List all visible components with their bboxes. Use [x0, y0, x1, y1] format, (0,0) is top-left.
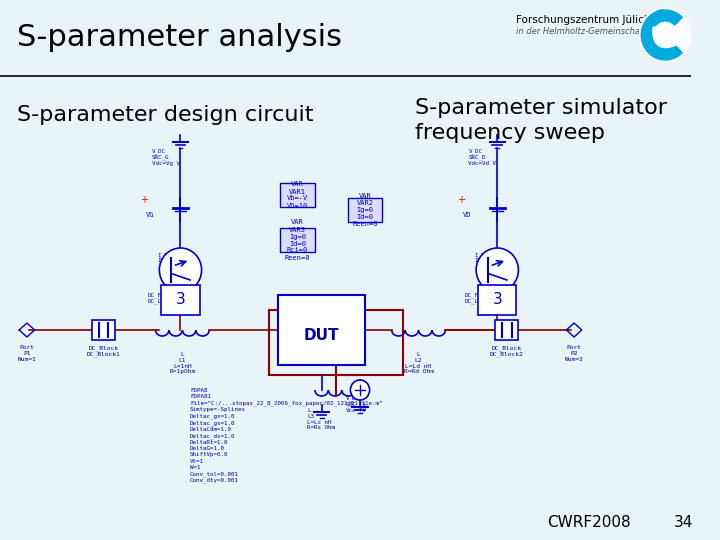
Text: FDPA8
FDPA81
File="C:/...stopas_22_8_2006_fox_papec/02_121_01_11e.m"
Simtype=-Sp: FDPA8 FDPA81 File="C:/...stopas_22_8_200… [190, 388, 382, 483]
Text: DC_Block
DC_Block1: DC_Block DC_Block1 [87, 345, 120, 357]
Text: 3: 3 [176, 293, 185, 307]
Text: in der Helmholtz-Gemeinschaft: in der Helmholtz-Gemeinschaft [516, 28, 647, 37]
Text: VAR
VAR3
Ig=0
Id=0
Rci=0
Reen=0: VAR VAR3 Ig=0 Id=0 Rci=0 Reen=0 [285, 219, 310, 260]
Text: CWRF2008: CWRF2008 [547, 515, 631, 530]
Text: +: + [456, 195, 465, 205]
Text: V_DC
SRC_Ti
Vcc=TV: V_DC SRC_Ti Vcc=TV [346, 395, 366, 413]
Text: Forschungszentrum Jülich: Forschungszentrum Jülich [516, 15, 651, 25]
FancyBboxPatch shape [478, 285, 516, 315]
Wedge shape [654, 10, 669, 18]
Text: DC_Feed
DC_Level1: DC_Feed DC_Level1 [148, 292, 179, 304]
Text: I_Probe
IG: I_Probe IG [158, 252, 182, 264]
Text: Port
P1
Num=1: Port P1 Num=1 [17, 345, 36, 362]
Circle shape [159, 248, 202, 292]
FancyBboxPatch shape [280, 228, 315, 252]
Text: DC_Feed
DC_Level2: DC_Feed DC_Level2 [464, 292, 496, 304]
Text: DC_Block
DC_Block2: DC_Block DC_Block2 [490, 345, 523, 357]
Text: S-parameter analysis: S-parameter analysis [17, 24, 342, 52]
FancyBboxPatch shape [92, 320, 115, 340]
Text: V_DC
SRC_G
Vdc=Vg V: V_DC SRC_G Vdc=Vg V [152, 148, 180, 166]
Text: 3: 3 [492, 293, 502, 307]
Text: 34: 34 [674, 515, 693, 530]
Circle shape [476, 248, 518, 292]
Circle shape [639, 8, 691, 62]
Text: S-parameter simulator
frequency sweep: S-parameter simulator frequency sweep [415, 98, 667, 143]
Text: L
L3
L=Ls nH
R=Rs Ohm: L L3 L=Ls nH R=Rs Ohm [307, 408, 336, 430]
Text: VD: VD [463, 212, 471, 218]
Text: +: + [140, 195, 148, 205]
Text: VAR
VAR1
Vb=-V
VD=10: VAR VAR1 Vb=-V VD=10 [287, 181, 308, 208]
Text: I_Probe
ID: I_Probe ID [474, 252, 499, 264]
FancyBboxPatch shape [161, 285, 199, 315]
Text: Port
P2
Num=2: Port P2 Num=2 [564, 345, 583, 362]
Text: VG: VG [146, 212, 154, 218]
Text: L
L1
L=1nH
R=1pOhm: L L1 L=1nH R=1pOhm [169, 352, 196, 374]
Text: V_DC
SRC_D
Vdc=Vd V: V_DC SRC_D Vdc=Vd V [469, 148, 497, 166]
Circle shape [351, 380, 369, 400]
FancyBboxPatch shape [279, 295, 365, 365]
FancyBboxPatch shape [348, 198, 382, 222]
FancyBboxPatch shape [280, 183, 315, 207]
Text: L
L2
L=Ld nH
R=Rd Ohm: L L2 L=Ld nH R=Rd Ohm [404, 352, 433, 374]
Text: DUT: DUT [304, 327, 339, 342]
FancyBboxPatch shape [495, 320, 518, 340]
Text: S-parameter design circuit: S-parameter design circuit [17, 105, 314, 125]
Wedge shape [642, 10, 683, 60]
Wedge shape [653, 27, 683, 47]
Text: VAR
VAR2
Ig=0
Id=0
Reen=0: VAR VAR2 Ig=0 Id=0 Reen=0 [352, 193, 377, 227]
